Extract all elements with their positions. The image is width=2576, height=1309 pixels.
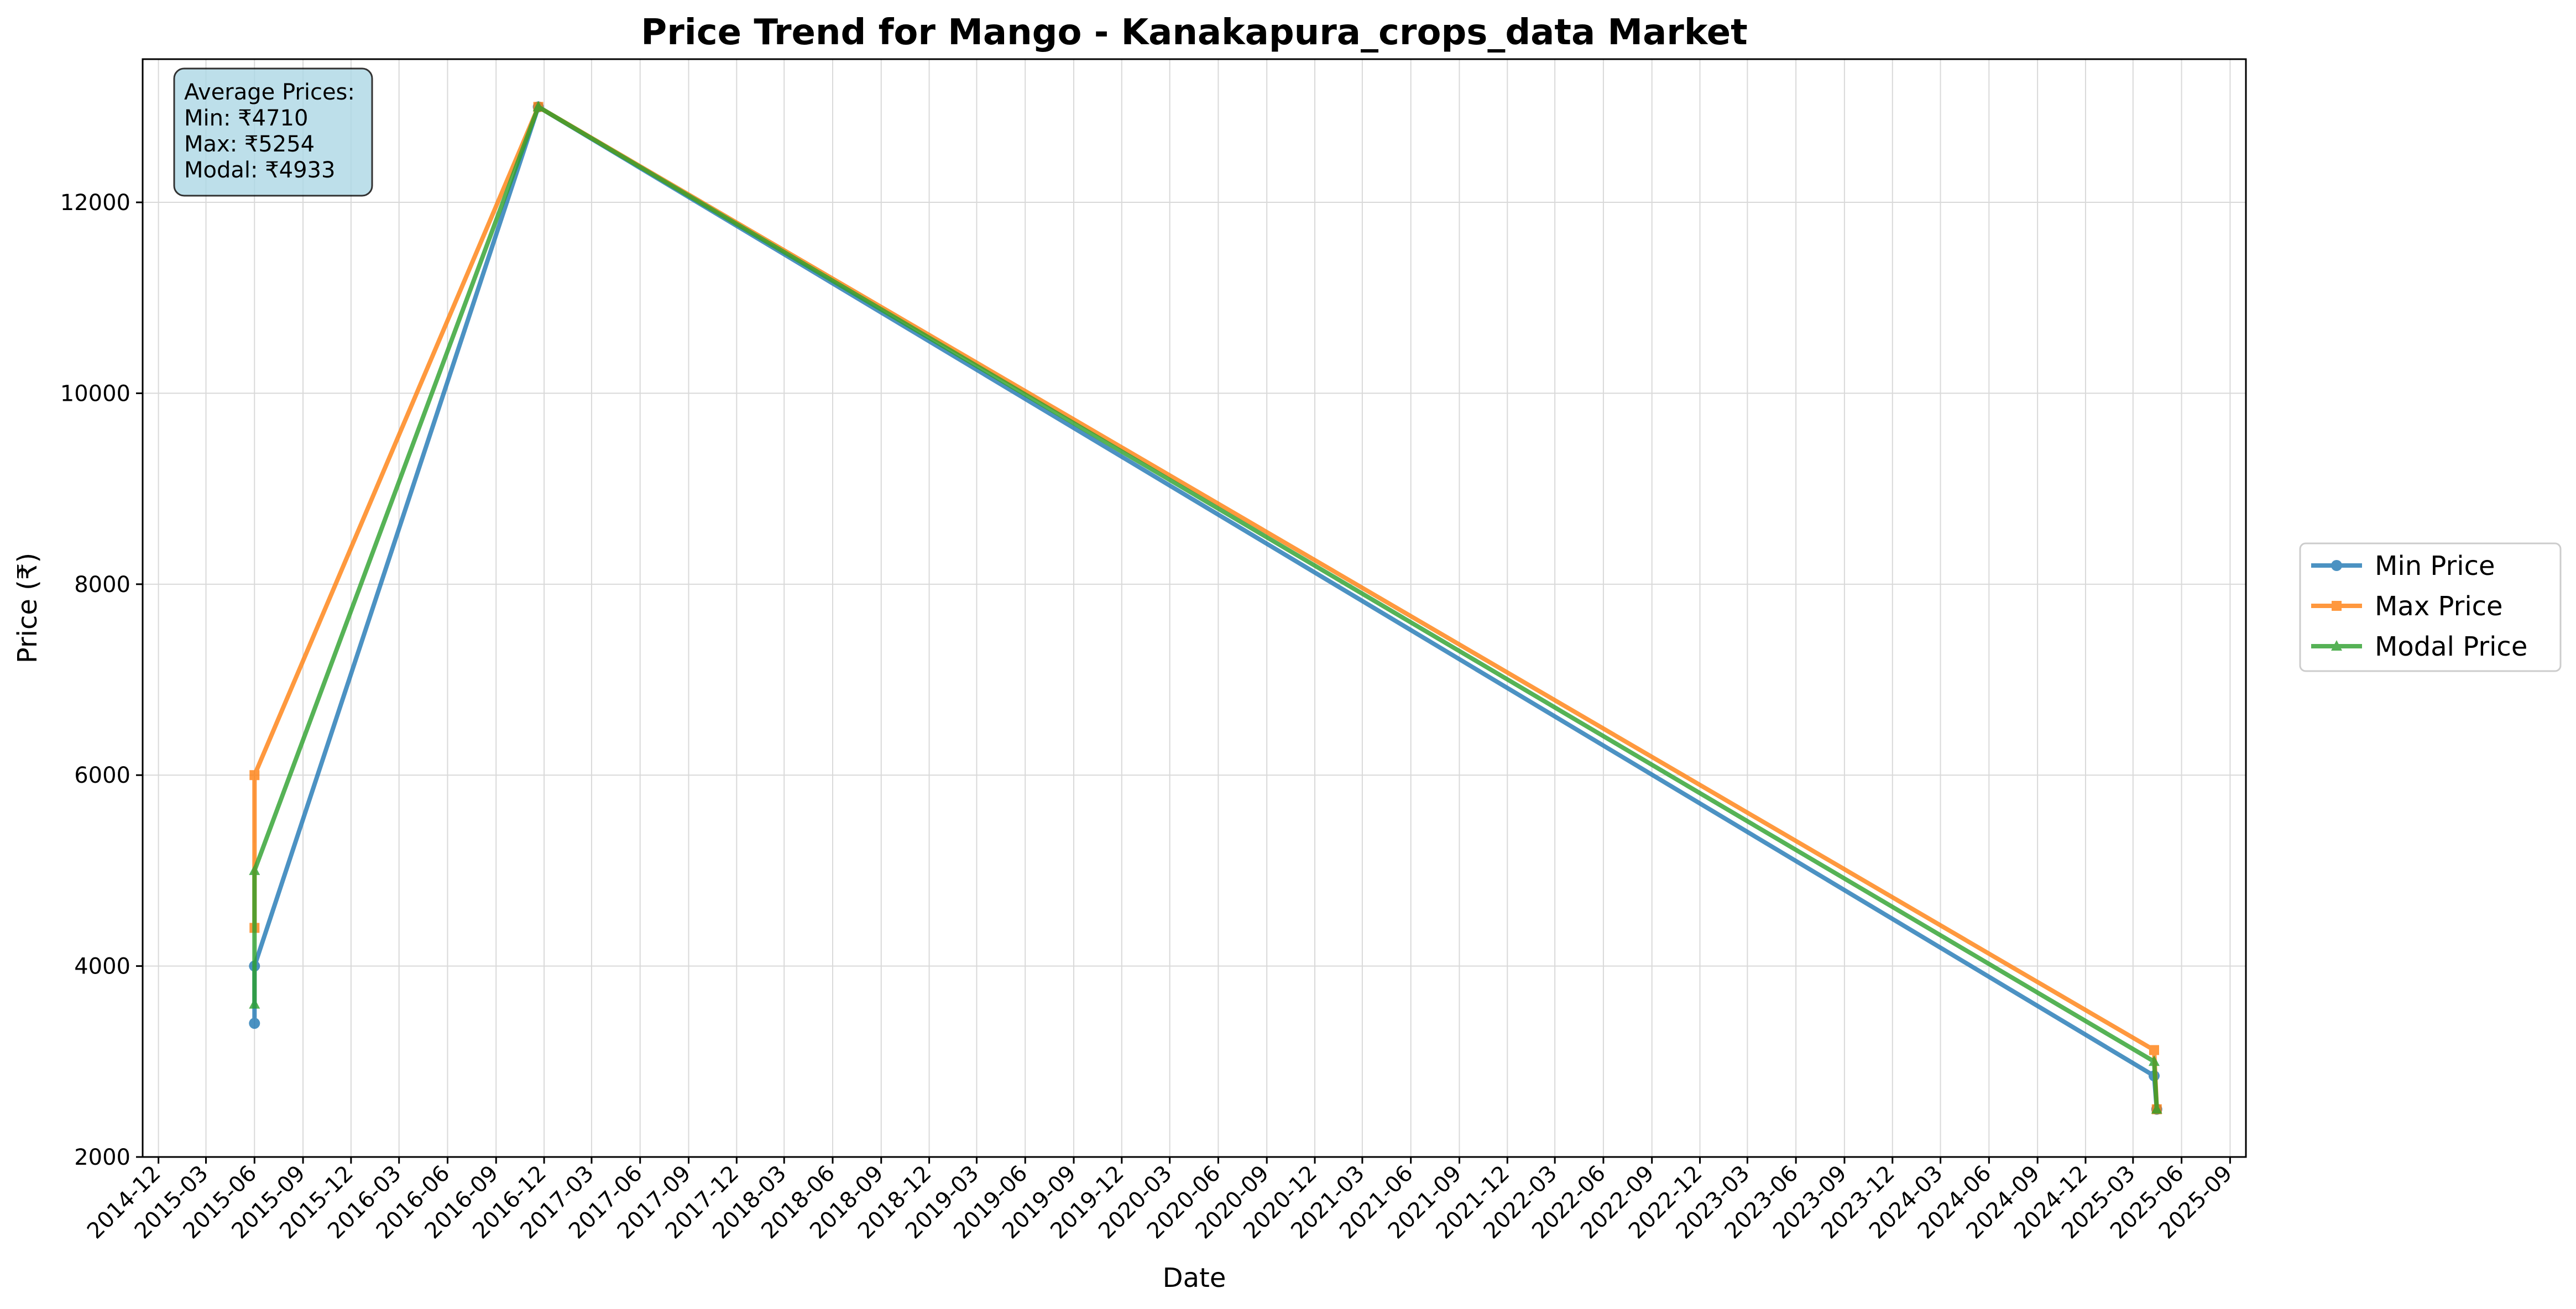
y-tick-label: 8000 <box>74 572 130 598</box>
data-point <box>249 998 260 1009</box>
y-tick-label: 4000 <box>74 954 130 980</box>
legend-item <box>2311 560 2362 571</box>
series-modal-price <box>249 101 2162 1114</box>
average-min-price: Min: ₹4710 <box>184 106 308 131</box>
legend-marker <box>2332 601 2342 611</box>
plot-area-frame <box>142 58 2247 1158</box>
chart-title: Price Trend for Mango - Kanakapura_crops… <box>641 12 1747 53</box>
y-tick-label: 10000 <box>60 381 130 406</box>
data-point <box>249 1018 260 1029</box>
grid <box>143 59 2246 1158</box>
axis-ticks: 2014-122015-032015-062015-092015-122016-… <box>60 190 2238 1244</box>
x-axis-label: Date <box>1163 1263 1226 1294</box>
legend: Min Price Max Price Modal Price <box>2299 542 2562 672</box>
data-point <box>2149 1045 2159 1055</box>
average-modal-price: Modal: ₹4933 <box>184 158 335 183</box>
y-tick-label: 2000 <box>74 1145 130 1170</box>
legend-marker <box>2331 640 2342 651</box>
series-line <box>252 104 2159 1109</box>
series-min-price <box>249 101 2162 1115</box>
series-line <box>252 104 2159 1109</box>
legend-marker <box>2331 560 2342 571</box>
legend-frame <box>2299 542 2562 672</box>
average-prices-heading: Average Prices: <box>184 80 355 105</box>
data-point <box>2148 1055 2160 1066</box>
y-tick-label: 12000 <box>60 190 130 216</box>
average-prices-box: Average Prices: Min: ₹4710 Max: ₹5254 Mo… <box>173 67 373 197</box>
data-point <box>532 101 544 112</box>
legend-label: Max Price <box>2375 591 2503 622</box>
average-max-price: Max: ₹5254 <box>184 132 315 157</box>
legend-item <box>2311 640 2362 651</box>
series-layer <box>249 101 2162 1115</box>
y-axis-label: Price (₹) <box>12 553 43 663</box>
series-max-price <box>249 102 2162 1114</box>
data-point <box>249 864 260 875</box>
legend-item <box>2311 601 2362 611</box>
data-point <box>249 770 260 781</box>
series-line <box>252 104 2159 1110</box>
y-tick-label: 6000 <box>74 763 130 788</box>
average-prices-box-background <box>173 67 373 197</box>
legend-label: Modal Price <box>2375 631 2527 662</box>
legend-label: Min Price <box>2375 551 2495 582</box>
data-point <box>2151 1103 2162 1114</box>
